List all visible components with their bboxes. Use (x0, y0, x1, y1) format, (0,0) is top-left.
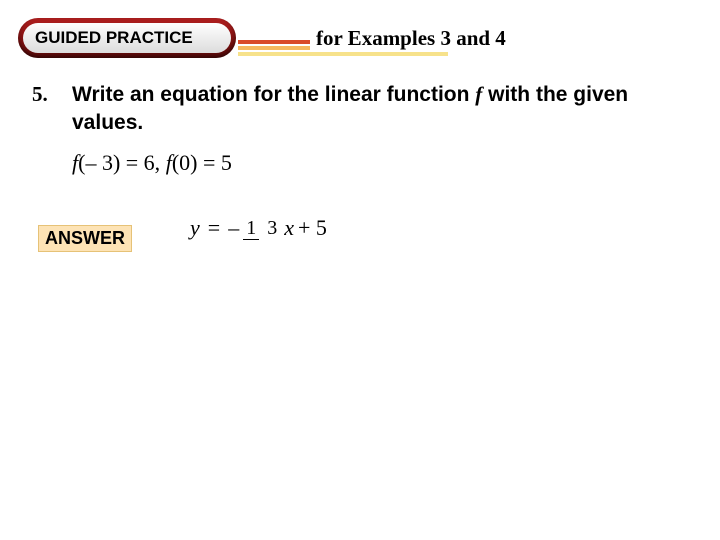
stripe-yellow (238, 52, 448, 56)
eqn-minus: – (224, 215, 241, 241)
eqn-denominator: 3 (264, 217, 280, 239)
question-number: 5. (32, 82, 48, 107)
slide: GUIDED PRACTICE for Examples 3 and 4 5. … (0, 0, 720, 540)
eqn-y: y (190, 215, 204, 241)
eqn-numerator: 1 (243, 217, 259, 240)
badge-text: GUIDED PRACTICE (35, 28, 193, 48)
given-values: f(– 3) = 6, f(0) = 5 (72, 150, 232, 176)
given-f1-arg: (– 3) = 6, (78, 150, 166, 175)
given-f2-arg: (0) = 5 (172, 150, 232, 175)
header-subtitle: for Examples 3 and 4 (310, 26, 512, 51)
question-text: Write an equation for the linear functio… (72, 80, 682, 138)
question-part-a: Write an equation for the linear functio… (72, 83, 475, 106)
answer-equation: y = – 1 3 x + 5 (190, 215, 327, 241)
eqn-fraction: 1 3 (241, 218, 282, 238)
eqn-plus5: + 5 (294, 215, 327, 241)
answer-label: ANSWER (38, 225, 132, 252)
badge-outer: GUIDED PRACTICE (18, 18, 236, 58)
header-bar: GUIDED PRACTICE for Examples 3 and 4 (0, 18, 720, 58)
badge-inner: GUIDED PRACTICE (23, 23, 231, 53)
eqn-equals: = (204, 215, 224, 241)
eqn-x: x (282, 215, 294, 241)
